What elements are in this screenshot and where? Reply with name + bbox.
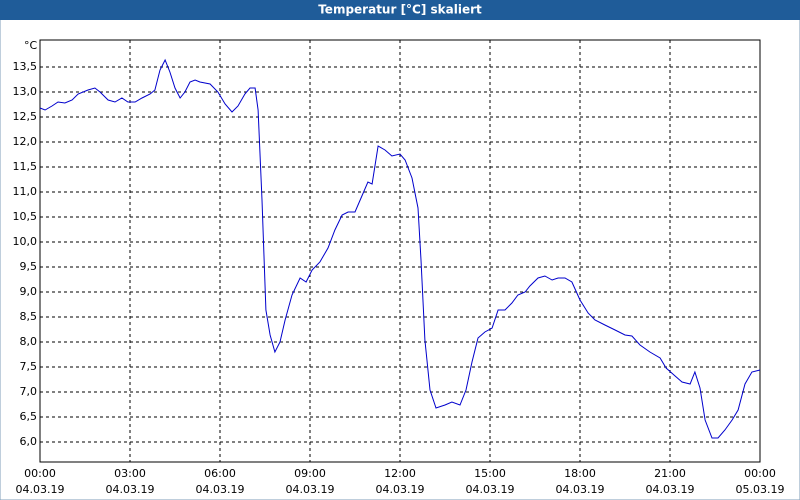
x-tick-label: 09:00 [294,467,326,480]
y-tick-label: 13,0 [13,85,38,98]
y-tick-label: 11,0 [13,185,38,198]
x-tick-date: 04.03.19 [646,483,695,496]
x-tick-date: 04.03.19 [106,483,155,496]
y-tick-label: 8,0 [20,335,38,348]
data-line [39,58,761,439]
x-tick-label: 00:00 [744,467,776,480]
x-tick-label: 03:00 [114,467,146,480]
y-tick-label: 6,0 [20,435,38,448]
x-tick-label: 18:00 [564,467,596,480]
y-axis-label: °C [24,39,38,52]
y-tick-label: 9,5 [20,260,38,273]
x-tick-label: 21:00 [654,467,686,480]
y-tick-label: 12,5 [13,110,38,123]
y-tick-label: 11,5 [13,160,38,173]
y-tick-label: 7,5 [20,360,38,373]
chart-title: Temperatur [°C] skaliert [318,3,482,17]
y-tick-label: 8,5 [20,310,38,323]
x-tick-label: 12:00 [384,467,416,480]
x-tick-date: 05.03.19 [736,483,785,496]
x-tick-label: 15:00 [474,467,506,480]
y-tick-label: 12,0 [13,135,38,148]
y-tick-label: 13,5 [13,60,38,73]
x-tick-date: 04.03.19 [16,483,65,496]
x-tick-label: 00:00 [24,467,56,480]
x-tick-date: 04.03.19 [286,483,335,496]
y-tick-label: 10,5 [13,210,38,223]
x-tick-date: 04.03.19 [466,483,515,496]
x-tick-label: 06:00 [204,467,236,480]
y-tick-label: 10,0 [13,235,38,248]
x-tick-date: 04.03.19 [196,483,245,496]
y-tick-label: 9,0 [20,285,38,298]
x-tick-date: 04.03.19 [556,483,605,496]
y-tick-label: 6,5 [20,410,38,423]
title-bar [0,0,800,20]
x-tick-date: 04.03.19 [376,483,425,496]
y-tick-label: 7,0 [20,385,38,398]
